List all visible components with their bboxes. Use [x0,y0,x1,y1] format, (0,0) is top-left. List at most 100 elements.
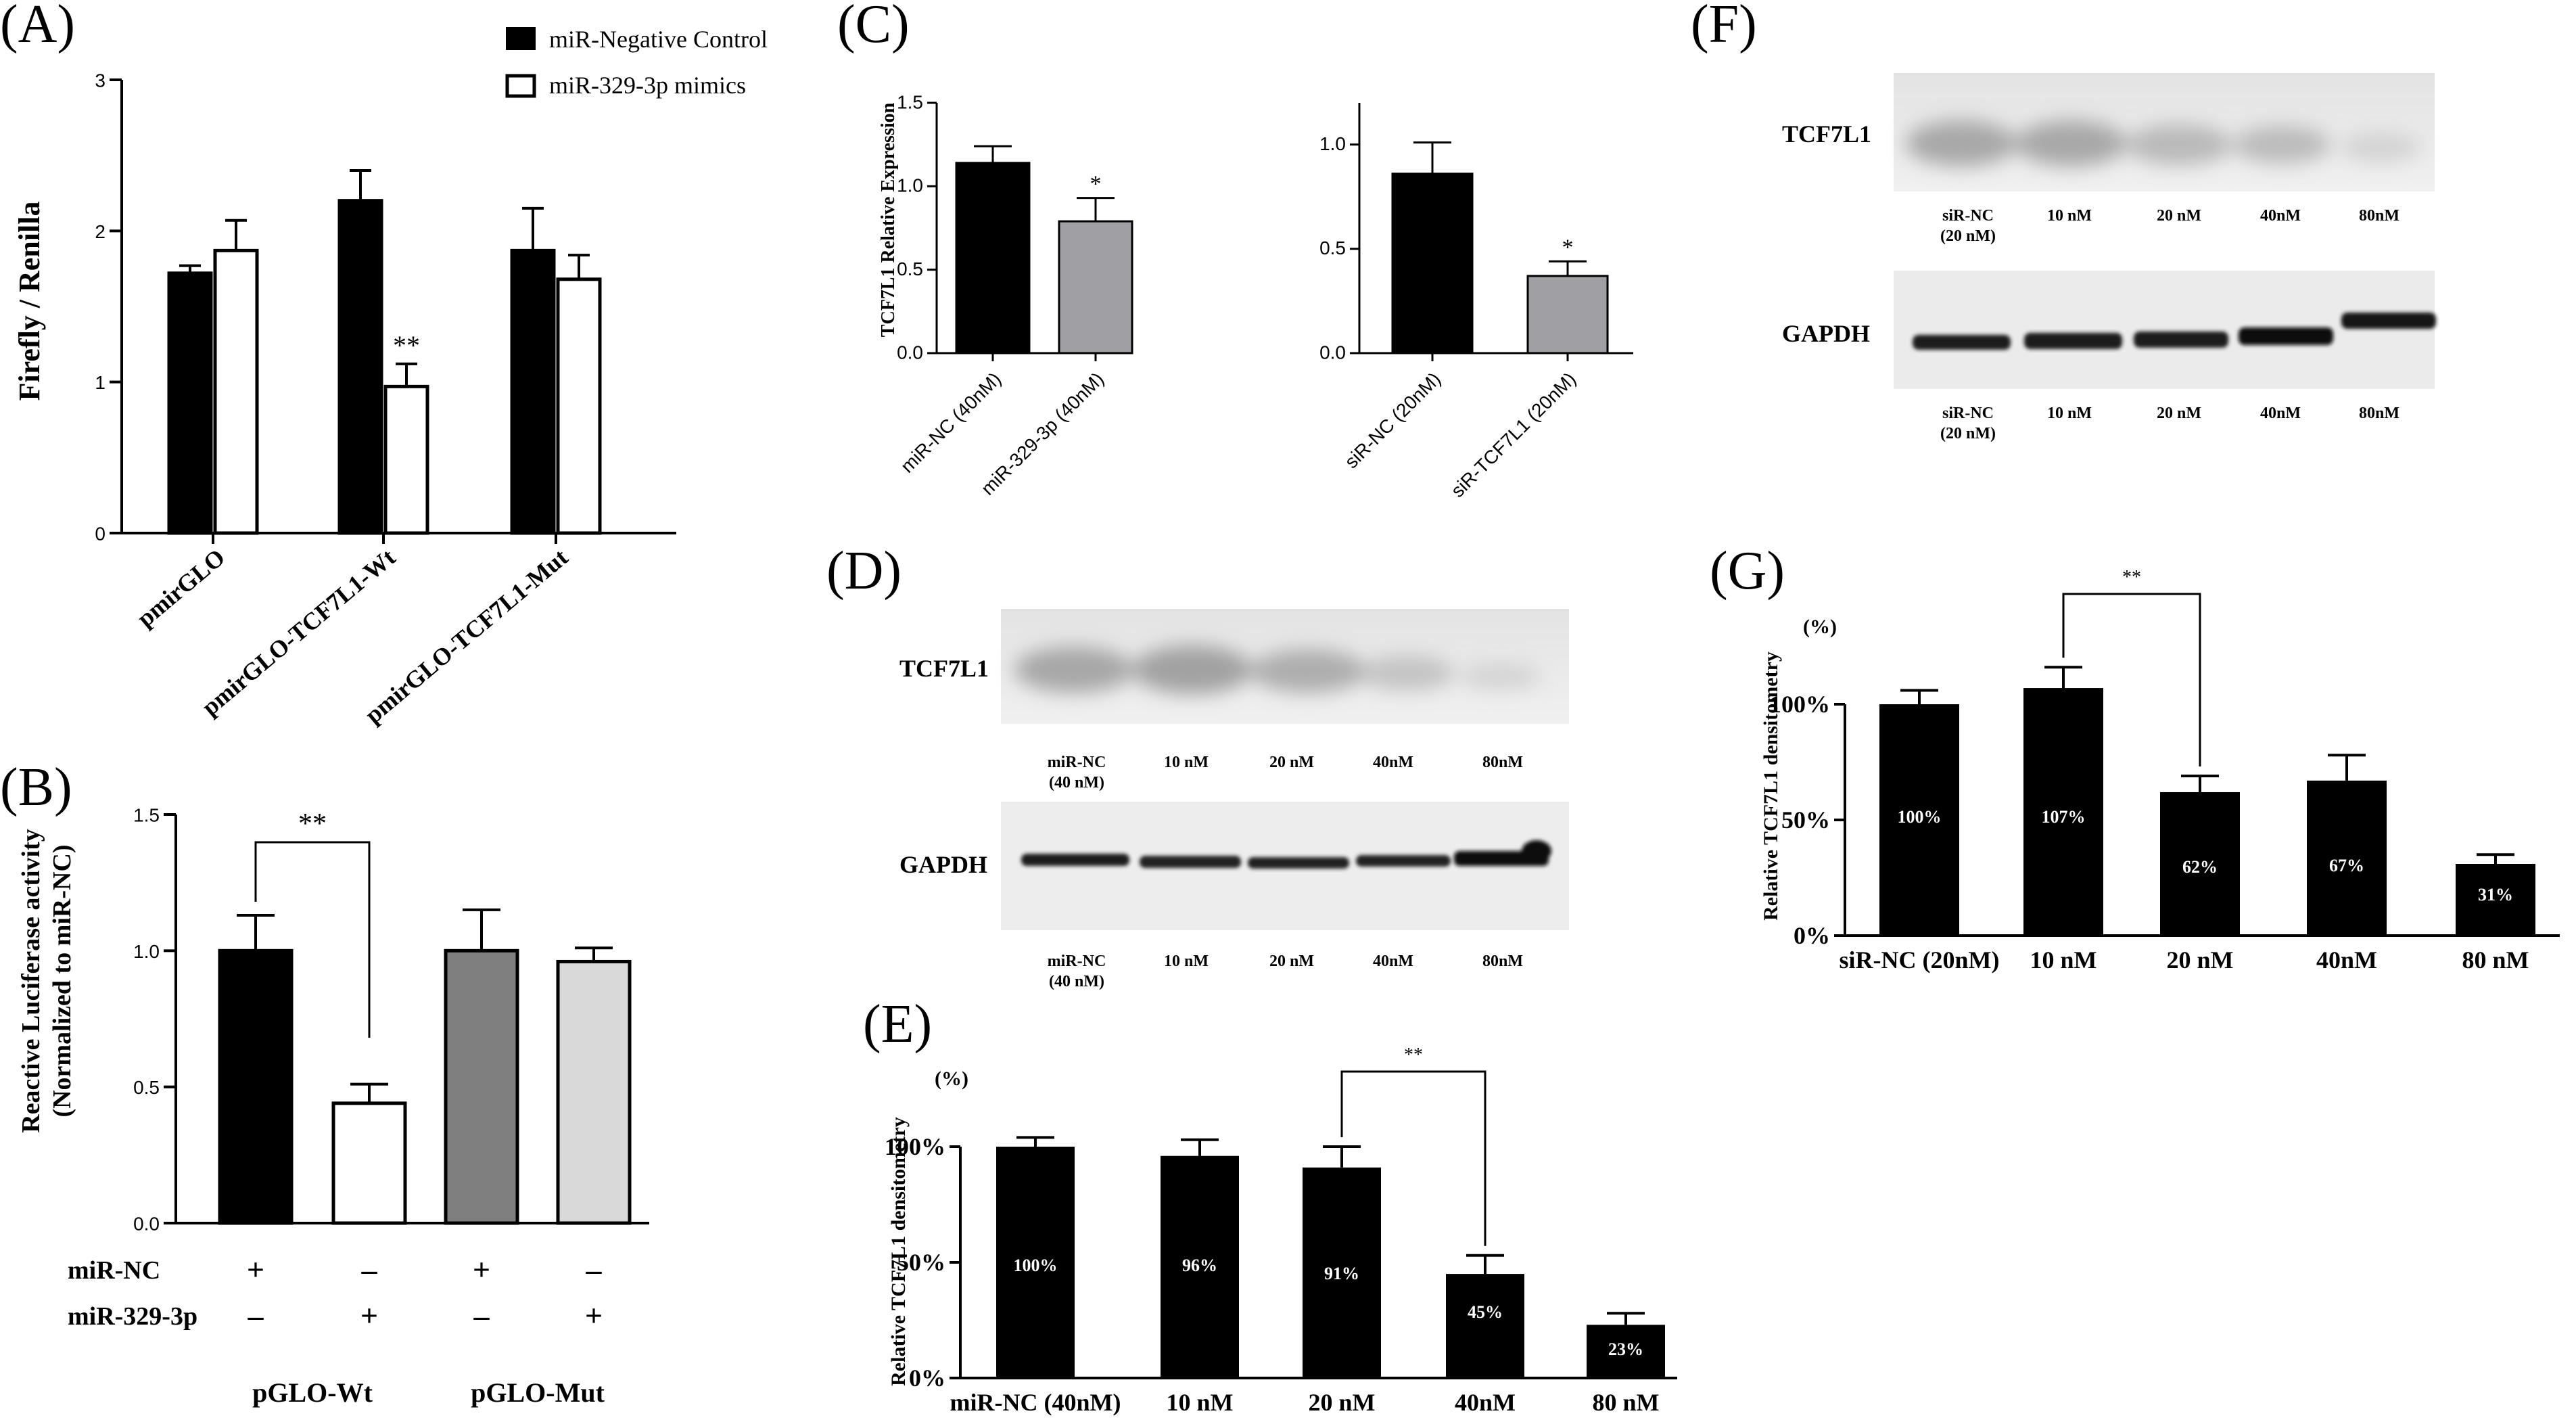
c2-y-tick-label: 0.5 [1319,237,1346,258]
band [1356,855,1451,867]
e-x-tick-label: miR-NC (40nM) [950,1389,1121,1416]
y-axis-label-a: Firefly / Renilla [13,202,46,401]
b-group-label: pGLO-Wt [252,1377,373,1408]
a-y-tick-label: 2 [95,221,106,242]
y-axis-label-c: TCF7L1 Relative Expression [878,102,899,337]
band [1140,856,1241,868]
a-x-tick-label: pmirGLO-TCF7L1-Wt [197,543,400,720]
band [2134,331,2228,348]
b-y-tick-label: 1.5 [133,805,160,826]
g-bar [2160,792,2240,936]
b-y-tick-label: 0.0 [133,1214,160,1235]
b-bar [444,948,519,1225]
c2-y-tick-label: 1.0 [1319,133,1346,154]
e-bar [996,1147,1075,1378]
b-bar [331,1101,407,1225]
e-y-tick-label: 100% [885,1133,945,1160]
e-data-label: 23% [1608,1339,1643,1359]
e-y-tick-label: 0% [909,1364,945,1392]
g-x-tick-label: 20 nM [2167,946,2234,973]
g-y-tick-label: 50% [1781,806,1830,833]
g-x-tick-label: siR-NC (20nM) [1840,946,2000,973]
g-x-tick-label: 40nM [2316,946,2377,973]
y-axis-label-b-sub: (Normalized to miR-NC) [48,844,76,1117]
band [2239,327,2333,345]
blot-lane-label: 10 nM [1164,953,1209,970]
blot-lane-label: miR-NC [1048,953,1106,970]
legend-label-control: miR-Negative Control [549,26,768,53]
y-unit-g: (%) [1803,616,1837,638]
a-bar [510,248,556,535]
blot-lane-label: 20 nM [1269,754,1314,771]
b-row-sign: – [473,1298,490,1333]
c2-y-tick-label: 0.0 [1319,342,1346,363]
blot-lane-label: 80nM [2359,207,2399,225]
g-data-label: 100% [1898,807,1942,827]
c1-y-tick-label: 1.0 [897,175,923,196]
band [2126,124,2232,165]
blot-f-gapdh-membrane [1894,271,2435,389]
g-bar [2456,863,2535,936]
c-x-tick-label: siR-TCF7L1 (20nM) [1447,368,1580,501]
blot-lane-label: 40nM [2260,405,2301,422]
g-data-label: 107% [2042,807,2086,827]
blot-f-band-label-tcf7l1: TCF7L1 [1782,120,1871,147]
e-bar [1161,1155,1239,1378]
blot-d-gapdh-bands [1021,840,1551,869]
a-bar [383,384,429,535]
b-row-label: miR-NC [68,1256,160,1285]
blot-d-band-label-tcf7l1: TCF7L1 [899,655,989,682]
a-bar [337,199,383,535]
c-bar [1526,275,1609,354]
c-bar [955,162,1031,354]
chart-e: Relative TCF7L1 densitometry (%) 0% 50% 10… [885,1045,1677,1416]
blot-lane-label: (20 nM) [1940,227,1996,245]
a-bar [213,248,259,535]
a-y-tick-label: 1 [95,372,106,393]
blot-f-tcf7l1-bands [1906,120,2421,166]
c-significance-label: * [1090,172,1102,197]
c-x-tick-label: miR-NC (40nM) [897,368,1006,477]
b-row-sign: + [360,1298,378,1333]
b-row-label: miR-329-3p [68,1302,197,1331]
b-row-sign: – [248,1298,264,1333]
a-y-tick-label: 0 [95,524,106,545]
western-blot-d: TCF7L1 GAPDH miR-NC (40 nM) 10 nM 20 nM 40nM… [899,609,1569,990]
blot-lane-label: 10 nM [1164,754,1209,771]
blot-lane-label: 40nM [1373,754,1413,771]
b-group-label: pGLO-Mut [471,1377,605,1408]
b-y-tick-label: 1.0 [133,941,160,962]
y-axis-label-e: Relative TCF7L1 densitometry [887,1117,910,1386]
g-bar [1879,704,1959,936]
western-blot-f: TCF7L1 GAPDH siR-NC (20 nM) 10 nM 20 nM 40nM… [1782,73,2436,442]
b-row-sign: + [473,1252,490,1287]
e-bar [1446,1274,1524,1378]
blot-lane-label: 20 nM [1269,953,1314,970]
blot-d-tcf7l1-bands [1014,645,1541,694]
blot-lane-label: 80nM [2359,405,2399,422]
panel-letter-e: (E) [863,994,932,1054]
b-row-sign: – [586,1252,603,1287]
panel-letter-f: (F) [1691,0,1757,54]
e-data-label: 45% [1468,1302,1503,1322]
e-x-tick-label: 10 nM [1167,1389,1234,1416]
e-bar [1303,1167,1381,1378]
g-data-label: 31% [2478,885,2513,904]
b-significance-label: ** [298,808,327,840]
chart-b: Reactive Luciferase activity (Normalized… [17,805,649,1408]
a-bar [167,271,213,535]
e-bar [1587,1325,1665,1378]
chart-c: TCF7L1 Relative Expression 0.0 0.5 1.0 1.5 m… [878,91,1633,501]
blot-lane-label: 80nM [1482,754,1523,771]
y-axis-label-g: Relative TCF7L1 densitometry [1760,651,1782,921]
panel-letter-c: (C) [837,0,910,54]
e-x-tick-label: 20 nM [1309,1389,1376,1416]
band [1913,335,2011,350]
panel-letter-a: (A) [0,0,75,54]
g-y-tick-label: 0% [1794,922,1830,949]
c1-y-tick-label: 0.0 [897,342,923,363]
blot-lane-label: (40 nM) [1049,774,1104,792]
c-x-tick-label: siR-NC (20nM) [1340,368,1445,472]
band [1522,840,1551,862]
